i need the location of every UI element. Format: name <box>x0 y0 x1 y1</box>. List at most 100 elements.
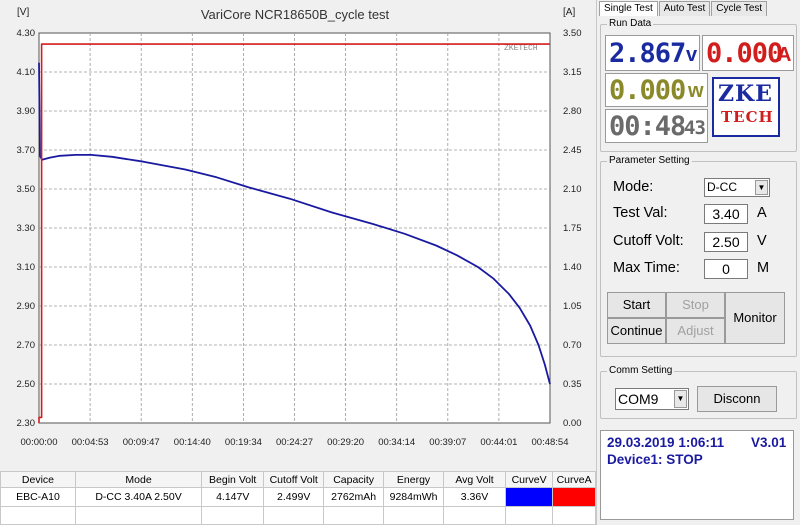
power-value: 0.000 <box>609 75 686 106</box>
x-tick-label: 00:14:40 <box>174 437 211 448</box>
zketech-logo: ZKE TECH <box>712 77 780 137</box>
chevron-down-icon[interactable]: ▼ <box>674 390 687 408</box>
y-right-tick-label: 3.50 <box>563 28 582 39</box>
y-left-tick-label: 2.90 <box>17 301 36 312</box>
x-tick-label: 00:04:53 <box>72 437 109 448</box>
right-axis-unit: [A] <box>563 7 575 18</box>
result-table: Device Mode Begin Volt Cutoff Volt Capac… <box>0 471 596 525</box>
y-left-tick-label: 2.70 <box>17 340 36 351</box>
cutoff-volt-label: Cutoff Volt: <box>613 233 684 249</box>
cell-curve-v-swatch[interactable] <box>505 487 554 507</box>
y-right-tick-label: 0.00 <box>563 418 582 429</box>
col-curve-a[interactable]: CurveA <box>552 471 596 488</box>
y-right-tick-label: 2.45 <box>563 145 582 156</box>
mode-select-value: D-CC <box>707 180 737 194</box>
parameter-setting-group: Parameter Setting Mode: D-CC ▼ Test Val:… <box>600 155 797 357</box>
y-right-tick-label: 1.05 <box>563 301 582 312</box>
x-tick-label: 00:00:00 <box>21 437 58 448</box>
series-voltage-line <box>38 62 551 385</box>
max-time-input[interactable]: 0 <box>704 259 748 279</box>
col-curve-v[interactable]: CurveV <box>505 471 554 488</box>
adjust-button[interactable]: Adjust <box>666 318 725 344</box>
left-axis-unit: [V] <box>17 7 29 18</box>
current-display: 0.000 A <box>702 35 794 71</box>
col-capacity[interactable]: Capacity <box>323 471 385 488</box>
continue-button[interactable]: Continue <box>607 318 666 344</box>
table-row-empty <box>0 505 596 525</box>
y-left-tick-label: 3.10 <box>17 262 36 273</box>
disconnect-button[interactable]: Disconn <box>697 386 777 412</box>
y-right-tick-label: 2.80 <box>563 106 582 117</box>
cell-begin-volt: 4.147V <box>201 487 265 507</box>
chevron-down-icon[interactable]: ▼ <box>755 180 768 195</box>
x-tick-label: 00:19:34 <box>225 437 262 448</box>
start-button[interactable]: Start <box>607 292 666 318</box>
time-value: 00:48 <box>609 111 686 142</box>
y-left-tick-label: 2.50 <box>17 379 36 390</box>
col-begin-volt[interactable]: Begin Volt <box>201 471 265 488</box>
voltage-value: 2.867 <box>609 38 686 69</box>
cutoff-volt-unit: V <box>757 233 767 249</box>
voltage-unit: v <box>686 44 698 66</box>
watermark: ZKETECH <box>504 44 538 53</box>
test-val-unit: A <box>757 205 767 221</box>
com-port-value: COM9 <box>618 391 659 407</box>
tab-single-test[interactable]: Single Test <box>599 1 658 16</box>
x-tick-label: 00:09:47 <box>123 437 160 448</box>
y-left-tick-label: 3.90 <box>17 106 36 117</box>
control-panel: Single Test Auto Test Cycle Test Run Dat… <box>596 0 800 525</box>
y-right-tick-label: 1.40 <box>563 262 582 273</box>
stop-button[interactable]: Stop <box>666 292 725 318</box>
col-cutoff-volt[interactable]: Cutoff Volt <box>263 471 325 488</box>
chart-area: VariCore NCR18650B_cycle test [V] [A] 4.… <box>16 7 582 448</box>
y-right-tick-label: 3.15 <box>563 67 582 78</box>
y-left-tick-label: 4.30 <box>17 28 36 39</box>
status-datetime: 29.03.2019 1:06:11 <box>607 435 725 450</box>
y-right-tick-label: 0.35 <box>563 379 582 390</box>
table-header-row: Device Mode Begin Volt Cutoff Volt Capac… <box>0 471 596 488</box>
status-device: Device1: STOP <box>607 452 703 467</box>
power-display: 0.000 w <box>605 73 708 107</box>
col-avg-volt[interactable]: Avg Volt <box>442 471 507 488</box>
x-tick-label: 00:34:14 <box>378 437 415 448</box>
run-data-group: Run Data 2.867 v 0.000 A 0.000 w 00:48 4… <box>600 18 797 152</box>
mode-select[interactable]: D-CC ▼ <box>704 178 770 197</box>
y-right-tick-label: 0.70 <box>563 340 582 351</box>
test-val-input[interactable]: 3.40 <box>704 204 748 224</box>
voltage-display: 2.867 v <box>605 35 700 71</box>
cell-device: EBC-A10 <box>0 487 76 507</box>
max-time-label: Max Time: <box>613 260 680 276</box>
col-mode[interactable]: Mode <box>74 471 203 488</box>
cell-mode: D-CC 3.40A 2.50V <box>74 487 203 507</box>
col-device[interactable]: Device <box>0 471 76 488</box>
grid <box>39 33 550 423</box>
com-port-select[interactable]: COM9 ▼ <box>615 388 689 410</box>
cell-capacity: 2762mAh <box>323 487 385 507</box>
y-left-tick-label: 3.50 <box>17 184 36 195</box>
max-time-unit: M <box>757 260 770 276</box>
run-data-title: Run Data <box>607 18 654 29</box>
col-energy[interactable]: Energy <box>383 471 444 488</box>
y-right-tick-label: 1.75 <box>563 223 582 234</box>
comm-setting-title: Comm Setting <box>607 365 675 376</box>
logo-text-bottom: TECH <box>721 108 774 126</box>
x-tick-label: 00:48:54 <box>532 437 569 448</box>
cutoff-volt-input[interactable]: 2.50 <box>704 232 748 252</box>
cell-curve-a-swatch[interactable] <box>552 487 596 507</box>
tab-cycle-test[interactable]: Cycle Test <box>711 1 768 16</box>
test-val-label: Test Val: <box>613 205 668 221</box>
tab-auto-test[interactable]: Auto Test <box>658 1 711 16</box>
chart-title: VariCore NCR18650B_cycle test <box>201 7 390 22</box>
tab-bar: Single Test Auto Test Cycle Test <box>599 1 768 17</box>
current-value: 0.000 <box>706 38 783 69</box>
series-lines <box>38 43 551 423</box>
mode-label: Mode: <box>613 179 654 195</box>
comm-setting-group: Comm Setting COM9 ▼ Disconn <box>600 365 797 419</box>
cell-cutoff-volt: 2.499V <box>263 487 325 507</box>
power-unit: w <box>688 80 704 102</box>
y-left-tick-label: 4.10 <box>17 67 36 78</box>
monitor-button[interactable]: Monitor <box>725 292 785 344</box>
status-version: V3.01 <box>751 435 787 450</box>
discharge-chart: VariCore NCR18650B_cycle test [V] [A] 4.… <box>17 7 582 448</box>
table-row[interactable]: EBC-A10 D-CC 3.40A 2.50V 4.147V 2.499V 2… <box>0 487 596 507</box>
